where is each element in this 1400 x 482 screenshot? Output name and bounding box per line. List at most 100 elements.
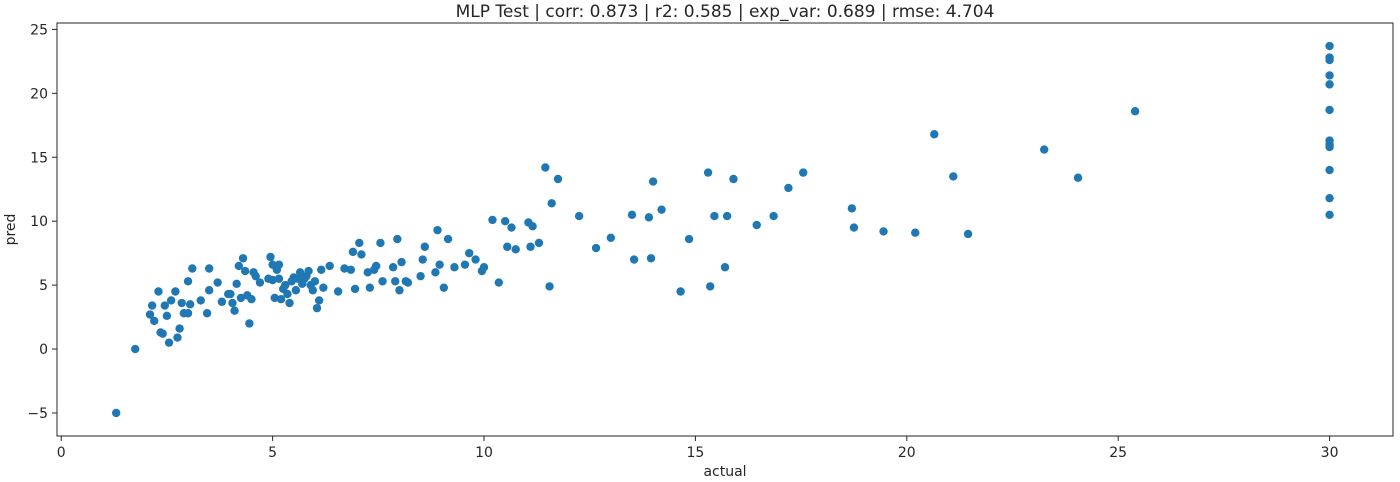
data-point [270,293,279,303]
data-point [799,168,808,177]
data-point [274,260,284,269]
data-point [183,277,193,286]
data-point [963,229,973,239]
data-points [111,41,1334,418]
data-point [591,243,601,253]
data-point [365,283,375,292]
data-point [247,294,256,304]
data-point [131,344,140,354]
data-point [627,210,637,219]
data-point [1325,142,1334,152]
data-point [376,238,385,248]
data-point [164,338,174,347]
data-point [450,263,459,272]
data-point [154,287,163,296]
data-point [395,286,404,295]
data-point [391,277,400,286]
data-point [911,228,920,237]
data-point [202,309,212,318]
data-point [378,277,387,286]
data-point [769,211,778,221]
data-point [236,293,246,303]
data-point [350,284,360,294]
x-tick-label: 5 [268,445,277,461]
data-point [160,301,170,310]
data-point [465,248,474,258]
data-point [930,130,939,139]
data-point [1325,165,1334,175]
data-point [238,254,248,263]
data-point [325,261,334,271]
data-point [1073,173,1083,182]
data-point [346,265,356,274]
data-point [185,300,195,309]
data-point [276,294,286,304]
x-tick-label: 30 [1321,445,1339,461]
data-point [1040,145,1049,154]
data-point [676,287,685,296]
data-point [403,278,413,287]
data-point [648,177,658,186]
data-point [226,289,235,299]
data-point [145,310,155,319]
data-point [435,260,444,269]
data-point [629,255,639,264]
plot-frame [56,22,1394,437]
data-point [1325,80,1334,89]
data-point [357,250,366,259]
data-point [274,274,284,283]
data-point [213,278,222,287]
data-point [534,238,544,248]
data-point [283,289,292,299]
data-point [317,265,326,274]
data-point [1325,105,1334,115]
chart-title: MLP Test | corr: 0.873 | r2: 0.585 | exp… [456,2,995,22]
data-point [574,211,584,221]
data-point [729,174,738,184]
data-point [847,204,857,213]
y-axis-ticks: −5 0 5 10 15 20 25 [27,22,57,422]
data-point [166,296,176,305]
data-point [553,174,563,184]
data-point [949,172,958,181]
data-point [471,255,480,264]
x-axis-ticks: 0 5 10 15 20 25 30 [57,436,1339,461]
data-point [879,227,888,236]
data-point [230,306,239,315]
data-point [494,278,504,287]
data-point [205,286,214,295]
data-point [431,268,440,277]
data-point [706,282,715,291]
data-point [363,268,372,277]
data-point [333,287,343,296]
data-point [657,205,666,214]
data-point [266,252,275,262]
data-point [217,297,227,306]
data-point [310,277,320,286]
data-point [255,278,265,287]
data-point [173,333,182,342]
data-point [308,286,317,295]
data-point [285,298,294,308]
data-point [433,225,442,235]
data-point [420,242,430,251]
data-point [240,266,250,276]
y-tick-label: 0 [39,342,48,358]
data-point [150,316,159,326]
data-point [268,275,277,285]
data-point [295,268,305,277]
data-point [232,279,241,289]
data-point [228,298,237,308]
data-point [147,301,157,310]
data-point [1325,55,1334,65]
data-point [545,282,554,291]
data-point [500,216,510,226]
data-point [479,263,489,272]
data-point [1325,71,1334,80]
data-point [646,254,656,263]
data-point [507,223,516,232]
data-point [722,211,732,221]
data-point [416,271,425,281]
data-point [348,247,358,257]
